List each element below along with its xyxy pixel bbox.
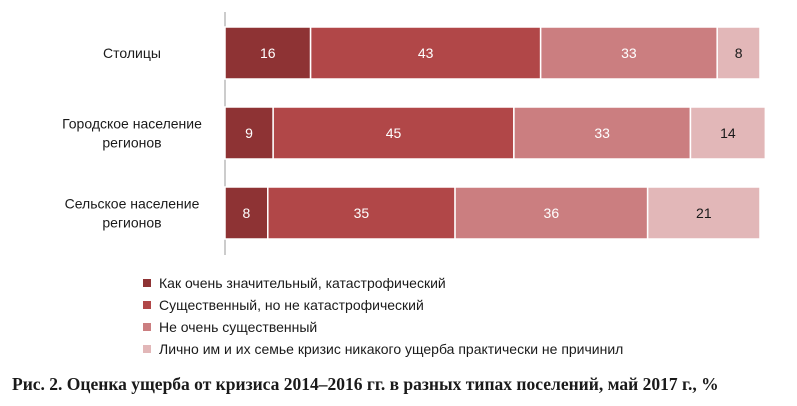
legend-swatch [143, 323, 151, 331]
legend-item: Как очень значительный, катастрофический [143, 272, 623, 294]
legend-label: Как очень значительный, катастрофический [159, 275, 446, 291]
data-label: 8 [243, 205, 251, 221]
bar-segment [224, 186, 269, 240]
legend-label: Существенный, но не катастрофический [159, 297, 424, 313]
data-label: 33 [621, 45, 637, 61]
legend-label: Не очень существенный [159, 319, 318, 335]
data-label: 35 [354, 205, 370, 221]
legend-swatch [143, 345, 151, 353]
chart-legend: Как очень значительный, катастрофический… [143, 272, 623, 360]
bar-segment [539, 26, 718, 80]
data-label: 45 [386, 125, 402, 141]
data-label: 21 [696, 205, 712, 221]
legend-item: Не очень существенный [143, 316, 623, 338]
data-label: 33 [594, 125, 610, 141]
category-label: Сельское население регионов [65, 196, 200, 231]
data-label: 16 [260, 45, 276, 61]
bar-segment [267, 186, 456, 240]
legend-swatch [143, 301, 151, 309]
data-label: 14 [720, 125, 736, 141]
legend-label: Лично им и их семье кризис никакого ущер… [159, 341, 624, 357]
bar-segment [646, 186, 761, 240]
data-label: 8 [735, 45, 743, 61]
legend-item: Лично им и их семье кризис никакого ущер… [143, 338, 623, 360]
legend-swatch [143, 279, 151, 287]
category-label: Городское население регионов [62, 116, 202, 151]
bar-segment [454, 186, 649, 240]
data-label: 43 [418, 45, 434, 61]
legend-item: Существенный, но не катастрофический [143, 294, 623, 316]
stacked-bar-chart: Столицы 16 43 33 8 Городское население регионо… [62, 12, 767, 255]
data-label: 36 [544, 205, 560, 221]
bar-segment [689, 106, 767, 160]
data-label: 9 [245, 125, 253, 141]
bar-segment [272, 106, 515, 160]
bar-segment [716, 26, 761, 80]
figure-caption: Рис. 2. Оценка ущерба от кризиса 2014–20… [12, 374, 719, 394]
bar-segment [309, 26, 542, 80]
category-label: Столицы [103, 45, 161, 61]
